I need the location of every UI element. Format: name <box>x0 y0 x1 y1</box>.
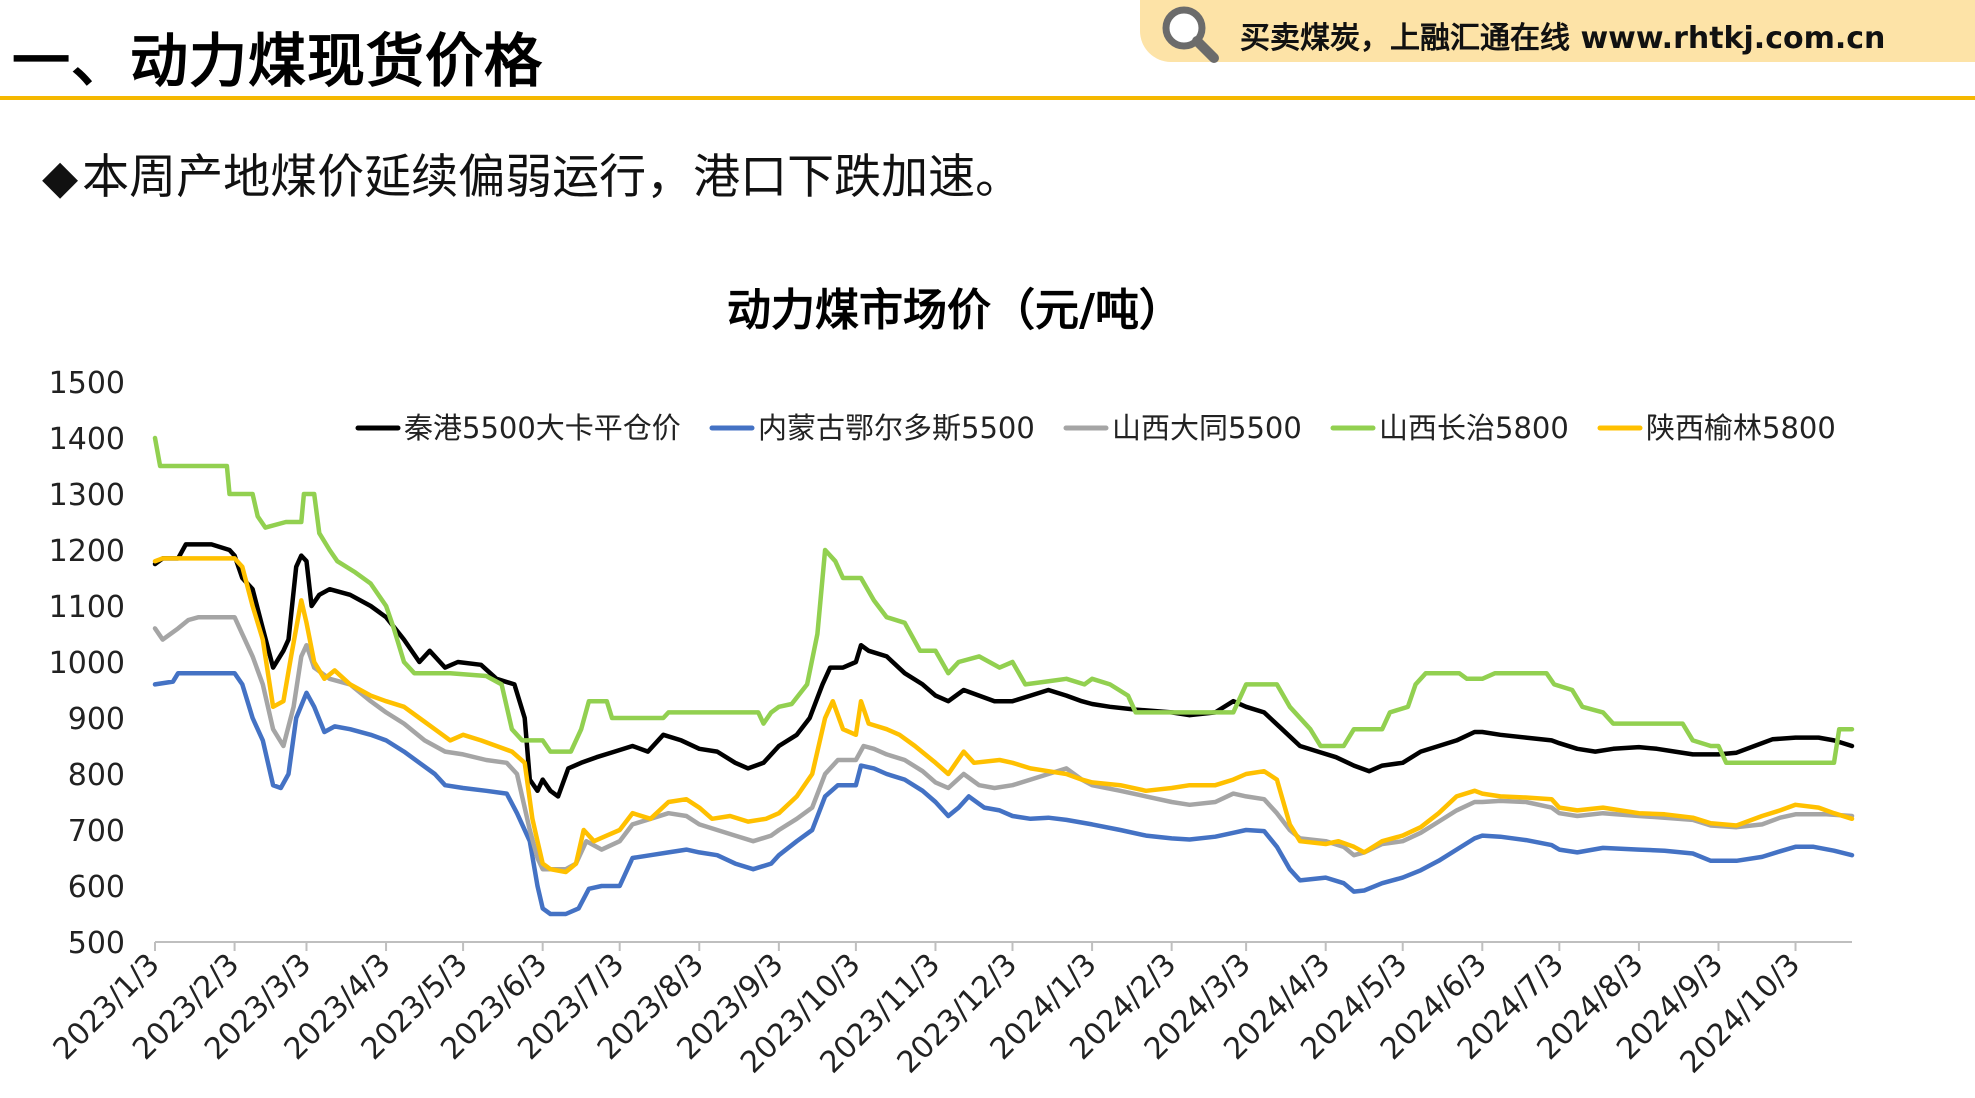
series-line <box>152 670 1855 917</box>
legend-label: 秦港5500大卡平仓价 <box>404 411 681 445</box>
x-axis: 2023/1/32023/2/32023/3/32023/4/32023/5/3… <box>47 941 1852 1080</box>
y-axis: 500 600 700 800 900 1000 1100 1200 1300 1400 1500 <box>49 366 125 961</box>
y-tick-label: 800 <box>68 758 125 793</box>
magnifier-icon <box>1154 2 1226 68</box>
series-line <box>152 614 1855 872</box>
legend-label: 内蒙古鄂尔多斯5500 <box>758 411 1035 445</box>
y-tick-label: 1100 <box>49 590 125 625</box>
chart-title: 动力煤市场价（元/吨） <box>727 285 1183 336</box>
series-layer <box>152 435 1855 917</box>
y-tick-label: 1400 <box>49 422 125 457</box>
y-tick-label: 1000 <box>49 646 125 681</box>
legend-label: 山西大同5500 <box>1112 411 1302 445</box>
y-tick-label: 900 <box>68 702 125 737</box>
legend-label: 陕西榆林5800 <box>1646 411 1836 445</box>
y-tick-label: 1500 <box>49 366 125 401</box>
page-title: 一、动力煤现货价格 <box>12 27 544 95</box>
series-line <box>152 542 1855 799</box>
y-tick-label: 500 <box>68 926 125 961</box>
site-banner: 买卖煤炭，上融汇通在线 www.rhtkj.com.cn <box>1140 0 1975 63</box>
legend: 秦港5500大卡平仓价 内蒙古鄂尔多斯5500 山西大同5500 山西长治5800 陕西… <box>355 411 1836 445</box>
series-line <box>152 435 1855 766</box>
banner-text: 买卖煤炭，上融汇通在线 www.rhtkj.com.cn <box>1240 21 1886 56</box>
y-tick-label: 700 <box>68 814 125 849</box>
bullet-text: 本周产地煤价延续偏弱运行，港口下跌加速。 <box>82 150 1023 205</box>
y-tick-label: 1200 <box>49 534 125 569</box>
series-line <box>152 556 1855 875</box>
summary-bullet: ◆本周产地煤价延续偏弱运行，港口下跌加速。 <box>42 138 1022 207</box>
y-tick-label: 600 <box>68 870 125 905</box>
legend-label: 山西长治5800 <box>1379 411 1569 445</box>
bullet-marker: ◆ <box>42 150 79 205</box>
title-underline <box>0 96 1975 100</box>
y-tick-label: 1300 <box>49 478 125 513</box>
